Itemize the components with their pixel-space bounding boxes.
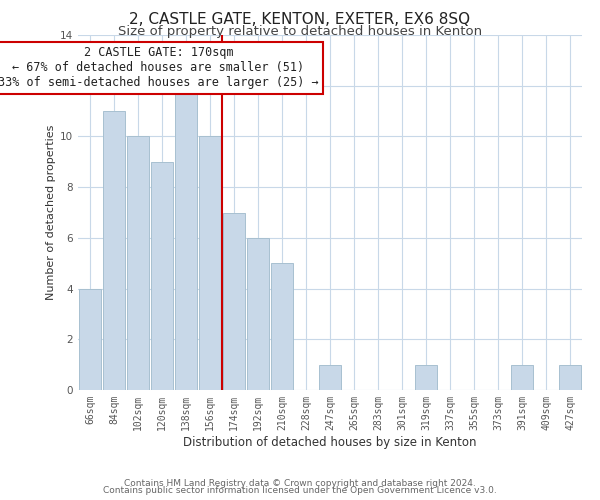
Bar bbox=[415, 364, 437, 390]
Text: Contains public sector information licensed under the Open Government Licence v3: Contains public sector information licen… bbox=[103, 486, 497, 495]
Bar bbox=[127, 136, 149, 390]
Bar bbox=[79, 288, 101, 390]
X-axis label: Distribution of detached houses by size in Kenton: Distribution of detached houses by size … bbox=[183, 436, 477, 448]
Bar bbox=[511, 364, 533, 390]
Bar bbox=[559, 364, 581, 390]
Y-axis label: Number of detached properties: Number of detached properties bbox=[46, 125, 56, 300]
Text: Contains HM Land Registry data © Crown copyright and database right 2024.: Contains HM Land Registry data © Crown c… bbox=[124, 478, 476, 488]
Bar bbox=[151, 162, 173, 390]
Bar bbox=[247, 238, 269, 390]
Bar bbox=[223, 212, 245, 390]
Text: Size of property relative to detached houses in Kenton: Size of property relative to detached ho… bbox=[118, 25, 482, 38]
Bar bbox=[271, 263, 293, 390]
Text: 2 CASTLE GATE: 170sqm
← 67% of detached houses are smaller (51)
33% of semi-deta: 2 CASTLE GATE: 170sqm ← 67% of detached … bbox=[0, 46, 319, 90]
Bar bbox=[199, 136, 221, 390]
Bar bbox=[103, 111, 125, 390]
Bar bbox=[175, 86, 197, 390]
Bar bbox=[319, 364, 341, 390]
Text: 2, CASTLE GATE, KENTON, EXETER, EX6 8SQ: 2, CASTLE GATE, KENTON, EXETER, EX6 8SQ bbox=[130, 12, 470, 28]
